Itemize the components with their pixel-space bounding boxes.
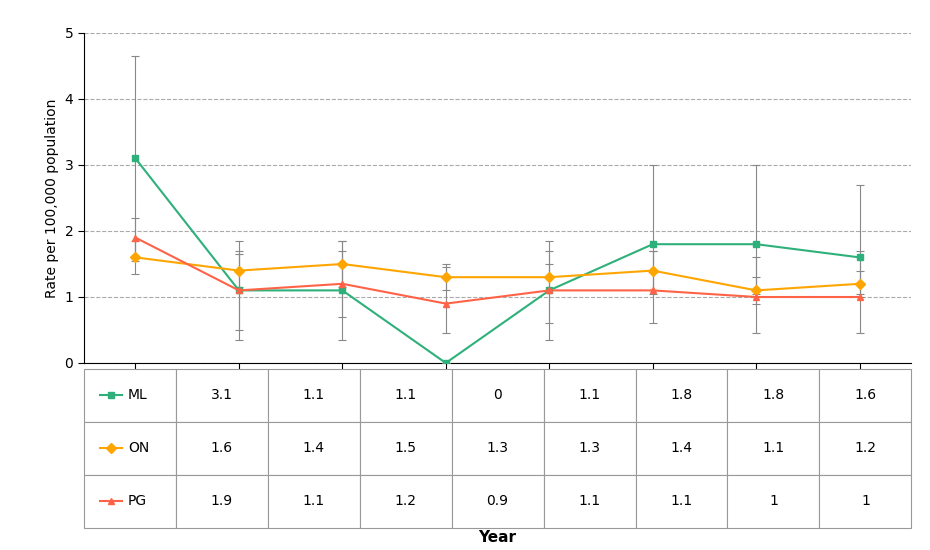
Bar: [360, 422, 452, 475]
Bar: [635, 368, 727, 422]
Bar: [635, 475, 727, 528]
Text: 1.1: 1.1: [763, 441, 785, 455]
Text: 1.1: 1.1: [578, 494, 601, 508]
Text: 1.1: 1.1: [394, 388, 417, 402]
Text: ML: ML: [127, 388, 148, 402]
Bar: [727, 475, 819, 528]
Bar: [727, 368, 819, 422]
Bar: [819, 422, 911, 475]
Bar: [543, 422, 635, 475]
Text: 1.8: 1.8: [763, 388, 785, 402]
Text: 1.4: 1.4: [302, 441, 325, 455]
Bar: [360, 475, 452, 528]
Text: 1.1: 1.1: [302, 494, 325, 508]
Bar: [452, 422, 543, 475]
Text: 1.6: 1.6: [210, 441, 232, 455]
Text: ON: ON: [127, 441, 149, 455]
Text: 3.1: 3.1: [211, 388, 232, 402]
Bar: [452, 475, 543, 528]
Bar: [84, 422, 176, 475]
Text: 1.5: 1.5: [394, 441, 417, 455]
Text: 1.4: 1.4: [671, 441, 693, 455]
Text: 1.9: 1.9: [210, 494, 232, 508]
Bar: [268, 368, 360, 422]
Bar: [819, 368, 911, 422]
Text: 1.1: 1.1: [578, 388, 601, 402]
Text: 1.1: 1.1: [302, 388, 325, 402]
Bar: [360, 368, 452, 422]
Y-axis label: Rate per 100,000 population: Rate per 100,000 population: [45, 98, 59, 298]
Text: 0.9: 0.9: [486, 494, 509, 508]
Text: 1.6: 1.6: [855, 388, 876, 402]
Bar: [268, 422, 360, 475]
Text: 1.3: 1.3: [578, 441, 601, 455]
Bar: [84, 475, 176, 528]
Text: 1.1: 1.1: [671, 494, 693, 508]
Bar: [268, 475, 360, 528]
Text: 1.2: 1.2: [855, 441, 876, 455]
Bar: [452, 368, 543, 422]
Text: 0: 0: [493, 388, 502, 402]
Text: 1: 1: [769, 494, 777, 508]
Text: PG: PG: [127, 494, 147, 508]
Bar: [84, 368, 176, 422]
Bar: [543, 475, 635, 528]
Text: 1: 1: [861, 494, 870, 508]
Bar: [176, 422, 268, 475]
Text: 1.8: 1.8: [671, 388, 693, 402]
Text: Year: Year: [479, 530, 516, 544]
Bar: [727, 422, 819, 475]
Bar: [819, 475, 911, 528]
Text: 1.2: 1.2: [394, 494, 417, 508]
Bar: [176, 475, 268, 528]
Bar: [543, 368, 635, 422]
Text: 1.3: 1.3: [486, 441, 509, 455]
Bar: [176, 368, 268, 422]
Bar: [635, 422, 727, 475]
